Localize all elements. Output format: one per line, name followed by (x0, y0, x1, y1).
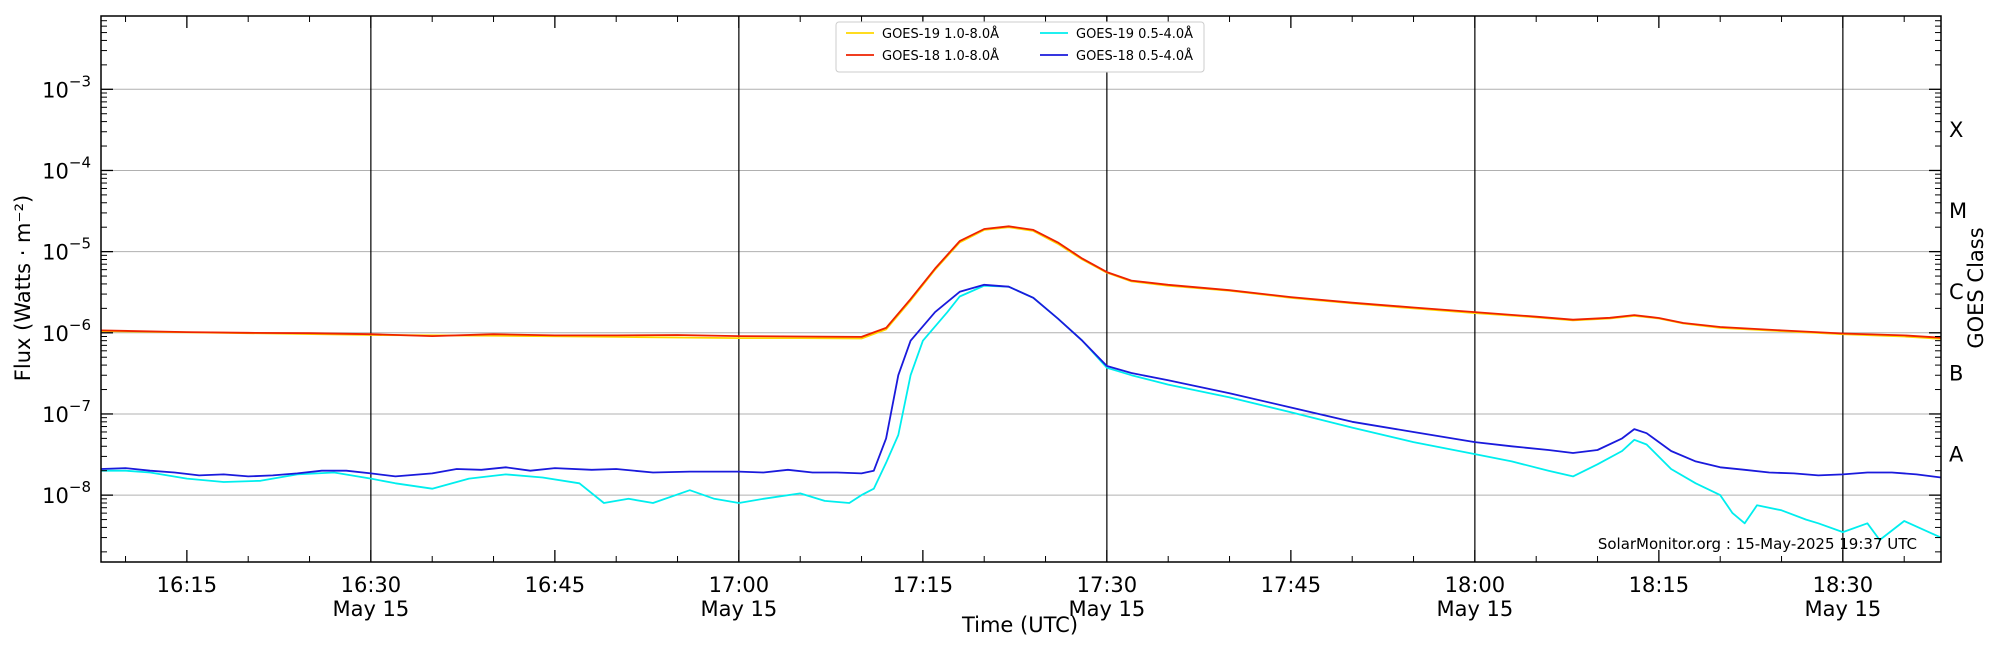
legend-box (835, 21, 1205, 73)
x-tick-label: 16:30 (341, 573, 402, 597)
x-tick-date-label: May 15 (332, 597, 409, 621)
series-layer (100, 225, 1942, 541)
y-tick-exponent: −8 (69, 478, 91, 496)
goes-class-label: A (1949, 443, 1964, 467)
y-tick-label: 10−6 (42, 316, 91, 346)
y-tick-label: 10−7 (42, 397, 91, 427)
x-tick-date-label: May 15 (1804, 597, 1881, 621)
x-tick-label: 18:15 (1629, 573, 1690, 597)
y-axis-title: Flux (Watts · m⁻²) (11, 195, 35, 381)
y-axis-ticks: 10−810−710−610−510−410−3 (42, 15, 1941, 553)
y-tick-label: 10−5 (42, 235, 91, 265)
y-tick-exponent: −5 (69, 235, 91, 253)
y-tick-base: 10 (42, 159, 69, 183)
legend: GOES-19 1.0-8.0Å GOES-18 1.0-8.0Å GOES-19 … (835, 21, 1205, 73)
y-tick-exponent: −6 (69, 316, 91, 334)
x-tick-label: 17:00 (709, 573, 770, 597)
x-tick-label: 17:45 (1261, 573, 1322, 597)
y-tick-base: 10 (42, 403, 69, 427)
x-tick-label: 16:45 (525, 573, 586, 597)
y-tick-exponent: −7 (69, 397, 91, 415)
x-tick-date-label: May 15 (1436, 597, 1513, 621)
day-marker-lines (370, 16, 1844, 562)
right-axis-title: GOES Class (1964, 227, 1988, 348)
x-tick-label: 16:15 (157, 573, 218, 597)
grid-layer (101, 88, 1941, 496)
legend-label-3: GOES-18 0.5-4.0Å (1076, 48, 1193, 64)
plot-frame (100, 15, 1942, 563)
goes-class-label: M (1949, 199, 1967, 223)
y-tick-base: 10 (42, 484, 69, 508)
credit-text: SolarMonitor.org : 15-May-2025 19:37 UTC (1598, 535, 1917, 553)
x-tick-label: 17:15 (893, 573, 954, 597)
y-tick-base: 10 (42, 241, 69, 265)
y-tick-exponent: −4 (69, 153, 91, 171)
y-tick-label: 10−8 (42, 478, 91, 508)
legend-label-2: GOES-19 0.5-4.0Å (1076, 26, 1193, 42)
y-tick-label: 10−3 (42, 72, 91, 102)
series-line-3 (100, 283, 1942, 479)
y-tick-label: 10−4 (42, 153, 91, 183)
legend-label-1: GOES-18 1.0-8.0Å (882, 48, 999, 64)
x-tick-date-label: May 15 (1068, 597, 1145, 621)
x-tick-date-label: May 15 (700, 597, 777, 621)
y-tick-base: 10 (42, 322, 69, 346)
goes-class-label: B (1949, 361, 1963, 385)
x-axis-title: Time (UTC) (961, 613, 1078, 637)
y-tick-exponent: −3 (69, 72, 91, 90)
series-line-1 (100, 225, 1942, 339)
goes-class-label: C (1949, 280, 1964, 304)
goes-class-labels: A B C M X (1949, 118, 1967, 467)
x-tick-label: 18:00 (1445, 573, 1506, 597)
y-tick-base: 10 (42, 78, 69, 102)
x-tick-label: 18:30 (1813, 573, 1874, 597)
goes-class-label: X (1949, 118, 1963, 142)
legend-label-0: GOES-19 1.0-8.0Å (882, 26, 999, 42)
x-tick-label: 17:30 (1077, 573, 1138, 597)
